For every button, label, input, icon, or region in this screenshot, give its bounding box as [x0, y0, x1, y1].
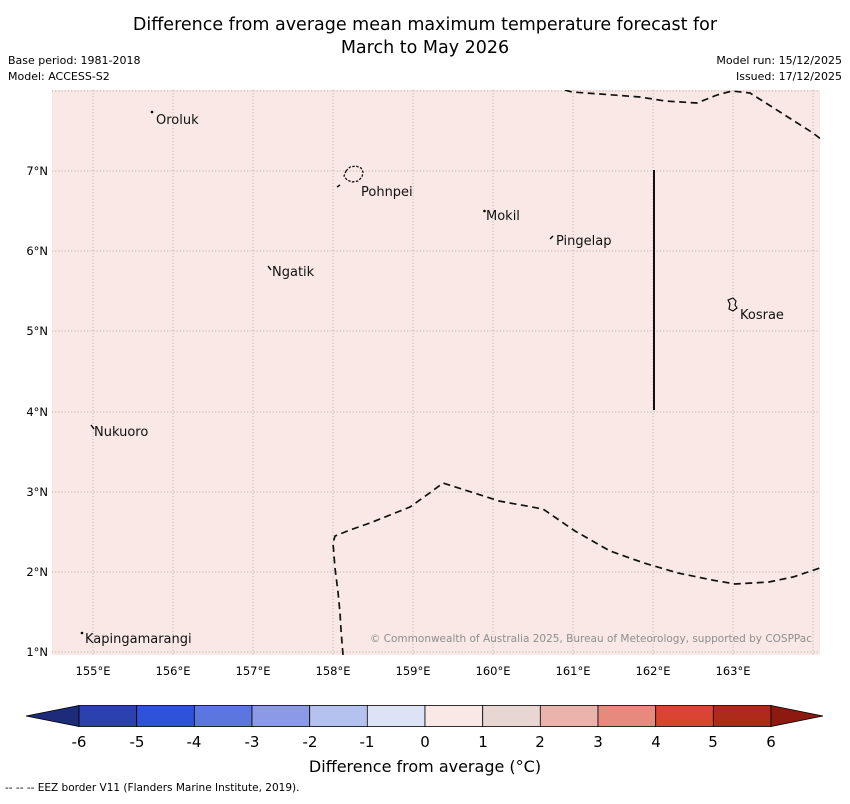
x-axis-tick-156e: 156°E [155, 664, 191, 678]
x-axis-tick-155e: 155°E [75, 664, 111, 678]
island-label-mokil: Mokil [486, 209, 520, 224]
colorbar-segment [712, 705, 772, 727]
colorbar-tick: -6 [71, 733, 87, 751]
x-axis-tick-160e: 160°E [475, 664, 511, 678]
kapingamarangi-island-mark [80, 631, 84, 635]
x-axis-tick-163e: 163°E [715, 664, 751, 678]
y-axis-tick-5n: 5°N [26, 324, 48, 338]
colorbar [25, 705, 824, 727]
colorbar-tick: 5 [708, 733, 718, 751]
header-meta-left: Base period: 1981-2018 Model: ACCESS-S2 [8, 53, 140, 84]
colorbar-segment [136, 705, 195, 727]
island-coastlines [80, 110, 738, 635]
page-title-line2: March to May 2026 [340, 38, 510, 58]
eez-border-path-south [332, 482, 820, 655]
model-run-label: Model run: 15/12/2025 [716, 54, 842, 67]
colorbar-tick: -2 [302, 733, 318, 751]
header-meta-right: Model run: 15/12/2025 Issued: 17/12/2025 [716, 53, 842, 84]
y-axis-tick-2n: 2°N [26, 565, 48, 579]
colorbar-tick: -5 [129, 733, 145, 751]
colorbar-segment [366, 705, 426, 727]
y-axis-tick-3n: 3°N [26, 485, 48, 499]
island-label-nukuoro: Nukuoro [94, 425, 149, 440]
colorbar-tick: -1 [359, 733, 375, 751]
colorbar-tick: -4 [186, 733, 202, 751]
issued-label: Issued: 17/12/2025 [735, 69, 842, 83]
colorbar-left-arrow [25, 705, 80, 727]
colorbar-tick: -3 [244, 733, 260, 751]
colorbar-segment [309, 705, 368, 727]
colorbar-segment [424, 705, 484, 727]
kosrae-island-outline [727, 297, 738, 312]
x-axis-tick-157e: 157°E [235, 664, 271, 678]
colorbar-tick: 3 [593, 733, 603, 751]
colorbar-tick: 2 [535, 733, 545, 751]
model-label: Model: ACCESS-S2 [8, 69, 110, 83]
island-label-ngatik: Ngatik [272, 265, 315, 280]
colorbar-segment [251, 705, 311, 727]
island-label-kosrae: Kosrae [740, 308, 784, 323]
pohnpei-island-outline [343, 165, 364, 183]
eez-border-note: -- -- -- EEZ border V11 (Flanders Marine… [5, 782, 300, 794]
ngatik-island-mark [267, 265, 272, 271]
colorbar-segment [482, 705, 541, 727]
pingelap-island-mark [549, 235, 554, 240]
island-label-oroluk: Oroluk [156, 113, 199, 128]
x-axis-tick-159e: 159°E [395, 664, 431, 678]
colorbar-right-arrow [770, 705, 824, 727]
x-axis-tick-161e: 161°E [555, 664, 591, 678]
graticule-gridlines [52, 90, 820, 655]
base-period-label: Base period: 1981-2018 [8, 54, 141, 67]
oroluk-island-mark [150, 110, 154, 114]
y-axis-tick-4n: 4°N [26, 405, 48, 419]
y-axis-tick-6n: 6°N [26, 244, 48, 258]
colorbar-tick: 4 [651, 733, 661, 751]
copyright-attribution: © Commonwealth of Australia 2025, Bureau… [369, 633, 812, 645]
colorbar-tick: 0 [420, 733, 430, 751]
colorbar-segment [597, 705, 657, 727]
colorbar-segment [193, 705, 253, 727]
forecast-map-panel: Oroluk Pohnpei Mokil Pingelap Ngatik Kos… [52, 90, 820, 655]
eez-border-path-north [564, 90, 820, 140]
colorbar-segment [539, 705, 599, 727]
island-label-pohnpei: Pohnpei [361, 185, 413, 200]
map-graphics [52, 90, 820, 655]
nukuoro-island-mark [90, 424, 95, 430]
colorbar-tick: 6 [766, 733, 776, 751]
x-axis-tick-158e: 158°E [315, 664, 351, 678]
y-axis-tick-1n: 1°N [26, 645, 48, 659]
colorbar-label: Difference from average (°C) [308, 757, 542, 776]
y-axis-tick-7n: 7°N [26, 164, 48, 178]
colorbar-segment [78, 705, 138, 727]
x-axis-tick-162e: 162°E [635, 664, 671, 678]
colorbar-segment [655, 705, 714, 727]
pohnpei-reef-mark [336, 184, 341, 188]
island-label-pingelap: Pingelap [556, 234, 612, 249]
mokil-island-mark [483, 209, 486, 213]
page-title-line1: Difference from average mean maximum tem… [132, 15, 718, 35]
colorbar-tick: 1 [478, 733, 488, 751]
island-label-kapingamarangi: Kapingamarangi [85, 632, 192, 647]
